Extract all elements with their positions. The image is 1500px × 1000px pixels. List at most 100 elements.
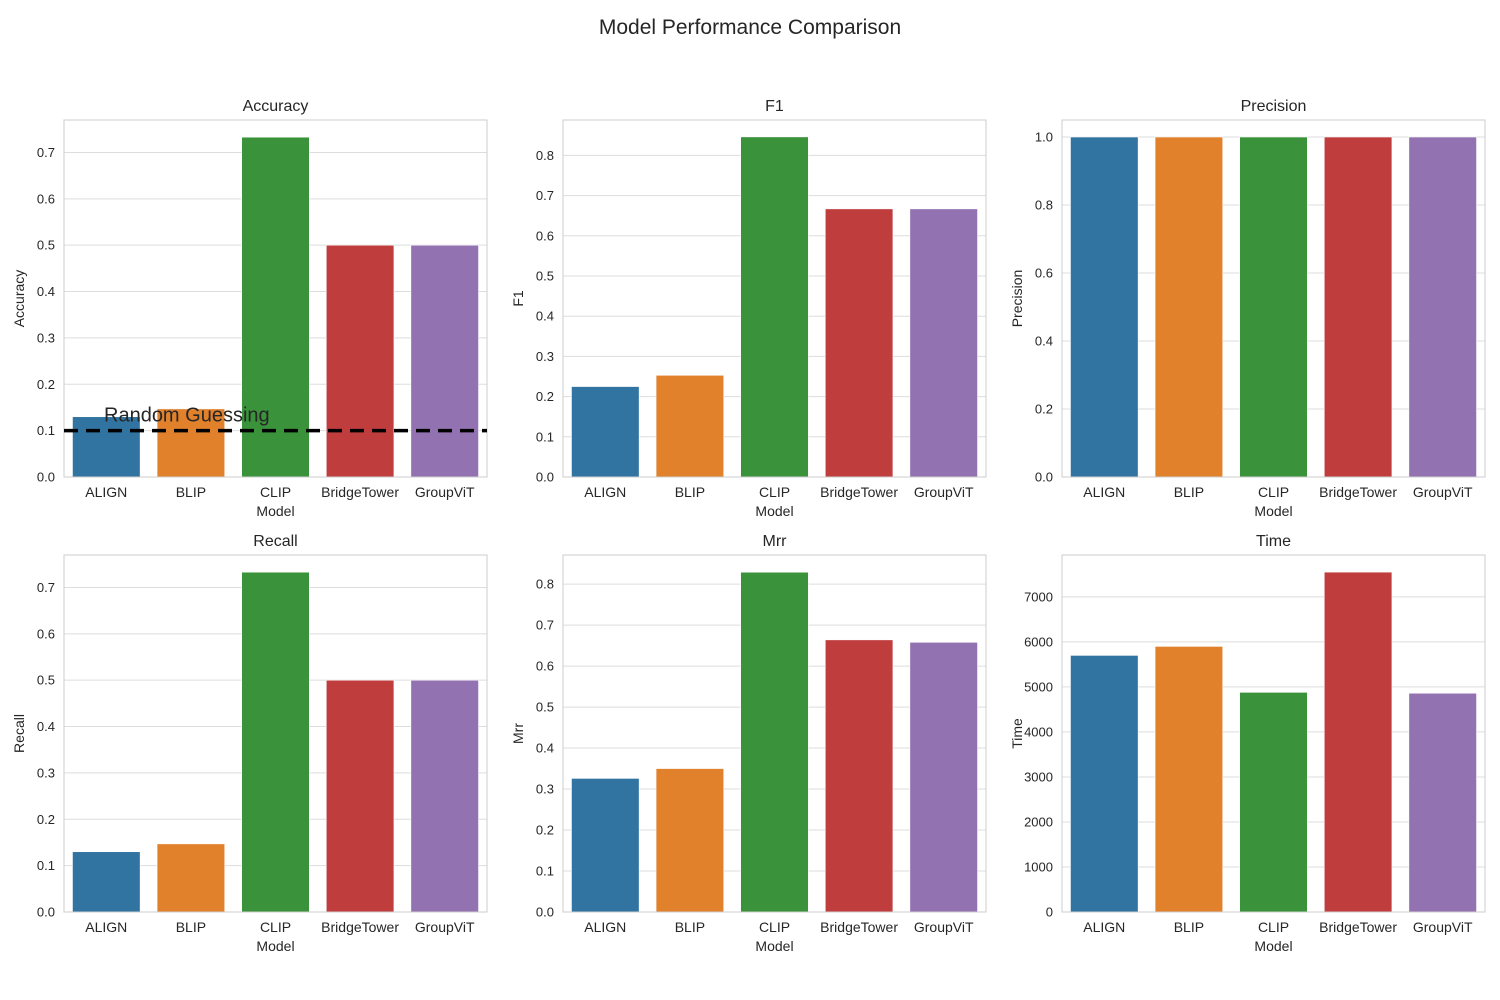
plot-frame [1061, 119, 1486, 478]
y-tick-label: 0.3 [536, 782, 554, 797]
bar-clip [1239, 136, 1308, 478]
subplot-accuracy: 0.0 0.1 0.2 0.3 0.4 0.5 0.6 0.7 ALIGN BLIP CLIP Bri… [11, 98, 488, 519]
y-tick-label: 0.8 [1035, 198, 1053, 213]
y-axis-label: Precision [1009, 270, 1025, 328]
bar-clip [241, 571, 310, 913]
x-tick-label: CLIP [1258, 484, 1289, 500]
y-tick-label: 0.1 [37, 858, 55, 873]
y-tick-label: 0.7 [37, 145, 55, 160]
y-tick-label: 7000 [1024, 589, 1053, 604]
bar-blip [655, 768, 725, 913]
y-tick-label: 0.0 [37, 470, 55, 485]
bar-groupvit [1408, 692, 1477, 913]
y-tick-label: 0.0 [536, 905, 554, 920]
x-tick-label: ALIGN [85, 919, 127, 935]
x-tick-label: GroupViT [415, 919, 475, 935]
y-tick-label: 0.6 [1035, 266, 1053, 281]
x-tick-label: GroupViT [415, 484, 475, 500]
bar-groupvit [909, 642, 978, 913]
x-tick-label: CLIP [1258, 919, 1289, 935]
y-tick-label: 1000 [1024, 859, 1053, 874]
x-tick-label: BridgeTower [321, 484, 399, 500]
x-tick-label: CLIP [759, 919, 790, 935]
bar-align [571, 386, 640, 478]
figure-title: Model Performance Comparison [598, 16, 902, 39]
bar-bridgetower [325, 244, 395, 478]
subplot-title: F1 [765, 98, 784, 115]
y-tick-label: 0.4 [536, 309, 554, 324]
y-tick-label: 0.1 [37, 423, 55, 438]
x-tick-label: BridgeTower [1319, 484, 1397, 500]
y-tick-label: 0.2 [37, 377, 55, 392]
y-tick-label: 6000 [1024, 634, 1053, 649]
plot-frame [1061, 554, 1486, 913]
bar-bridgetower [824, 208, 894, 478]
y-tick-label: 0.6 [536, 659, 554, 674]
y-tick-label: 0.7 [37, 580, 55, 595]
y-tick-label: 0.2 [536, 389, 554, 404]
x-tick-label: BLIP [176, 484, 206, 500]
bar-blip [655, 374, 725, 478]
bar-groupvit [1408, 136, 1477, 478]
y-tick-label: 0.1 [536, 864, 554, 879]
bar-groupvit [410, 244, 479, 478]
y-tick-label: 1.0 [1035, 130, 1053, 145]
bar-blip [1154, 646, 1224, 913]
y-tick-label: 0.2 [37, 812, 55, 827]
x-tick-label: GroupViT [914, 919, 974, 935]
y-axis-label: Time [1009, 718, 1025, 749]
subplot-title: Precision [1241, 98, 1307, 115]
bar-align [1070, 655, 1139, 913]
x-tick-label: ALIGN [1083, 919, 1125, 935]
bar-bridgetower [824, 639, 894, 913]
x-tick-label: GroupViT [1413, 484, 1473, 500]
y-tick-label: 0.1 [536, 429, 554, 444]
x-tick-label: ALIGN [584, 484, 626, 500]
x-tick-label: CLIP [260, 484, 291, 500]
y-tick-label: 0.6 [536, 228, 554, 243]
y-tick-label: 0.7 [536, 618, 554, 633]
y-tick-label: 0.6 [37, 191, 55, 206]
subplot-f1: 0.0 0.1 0.2 0.3 0.4 0.5 0.6 0.7 0.8 ALIGN BLIP CLIP… [510, 98, 987, 519]
subplot-title: Recall [253, 533, 297, 550]
subplot-recall: 0.0 0.1 0.2 0.3 0.4 0.5 0.6 0.7 ALIGN BLIP CLIP Bri… [11, 533, 488, 954]
y-tick-label: 0 [1046, 905, 1053, 920]
bar-align [72, 851, 141, 913]
x-tick-label: ALIGN [85, 484, 127, 500]
y-axis-label: Mrr [510, 723, 526, 744]
y-tick-label: 0.4 [1035, 334, 1053, 349]
x-tick-label: GroupViT [914, 484, 974, 500]
y-tick-label: 0.2 [1035, 402, 1053, 417]
y-tick-label: 0.8 [536, 577, 554, 592]
subplot-title: Time [1256, 533, 1291, 550]
y-tick-label: 3000 [1024, 769, 1053, 784]
subplot-title: Mrr [763, 533, 788, 550]
y-tick-label: 0.5 [37, 238, 55, 253]
subplot-precision: 0.0 0.2 0.4 0.6 0.8 1.0 ALIGN BLIP CLIP BridgeTow… [1009, 98, 1486, 519]
y-tick-label: 5000 [1024, 679, 1053, 694]
bar-align [571, 778, 640, 913]
y-tick-label: 0.5 [37, 673, 55, 688]
x-tick-label: BridgeTower [820, 919, 898, 935]
y-axis-label: F1 [510, 290, 526, 307]
bar-groupvit [909, 208, 978, 478]
bar-clip [1239, 692, 1308, 913]
x-tick-label: BLIP [675, 919, 705, 935]
x-tick-label: BLIP [176, 919, 206, 935]
x-axis-label: Model [256, 503, 294, 519]
subplot-mrr: 0.0 0.1 0.2 0.3 0.4 0.5 0.6 0.7 0.8 ALIGN BLIP CLIP… [510, 533, 987, 954]
y-tick-label: 0.0 [37, 905, 55, 920]
x-tick-label: BridgeTower [1319, 919, 1397, 935]
y-axis-label: Recall [11, 714, 27, 753]
y-tick-label: 0.8 [536, 148, 554, 163]
x-tick-label: BLIP [675, 484, 705, 500]
x-tick-label: GroupViT [1413, 919, 1473, 935]
bar-clip [241, 136, 310, 478]
y-tick-label: 0.2 [536, 823, 554, 838]
x-axis-label: Model [1254, 503, 1292, 519]
plot-frame [63, 119, 488, 478]
y-tick-label: 0.0 [536, 470, 554, 485]
plot-frame [63, 554, 488, 913]
y-tick-label: 0.0 [1035, 470, 1053, 485]
